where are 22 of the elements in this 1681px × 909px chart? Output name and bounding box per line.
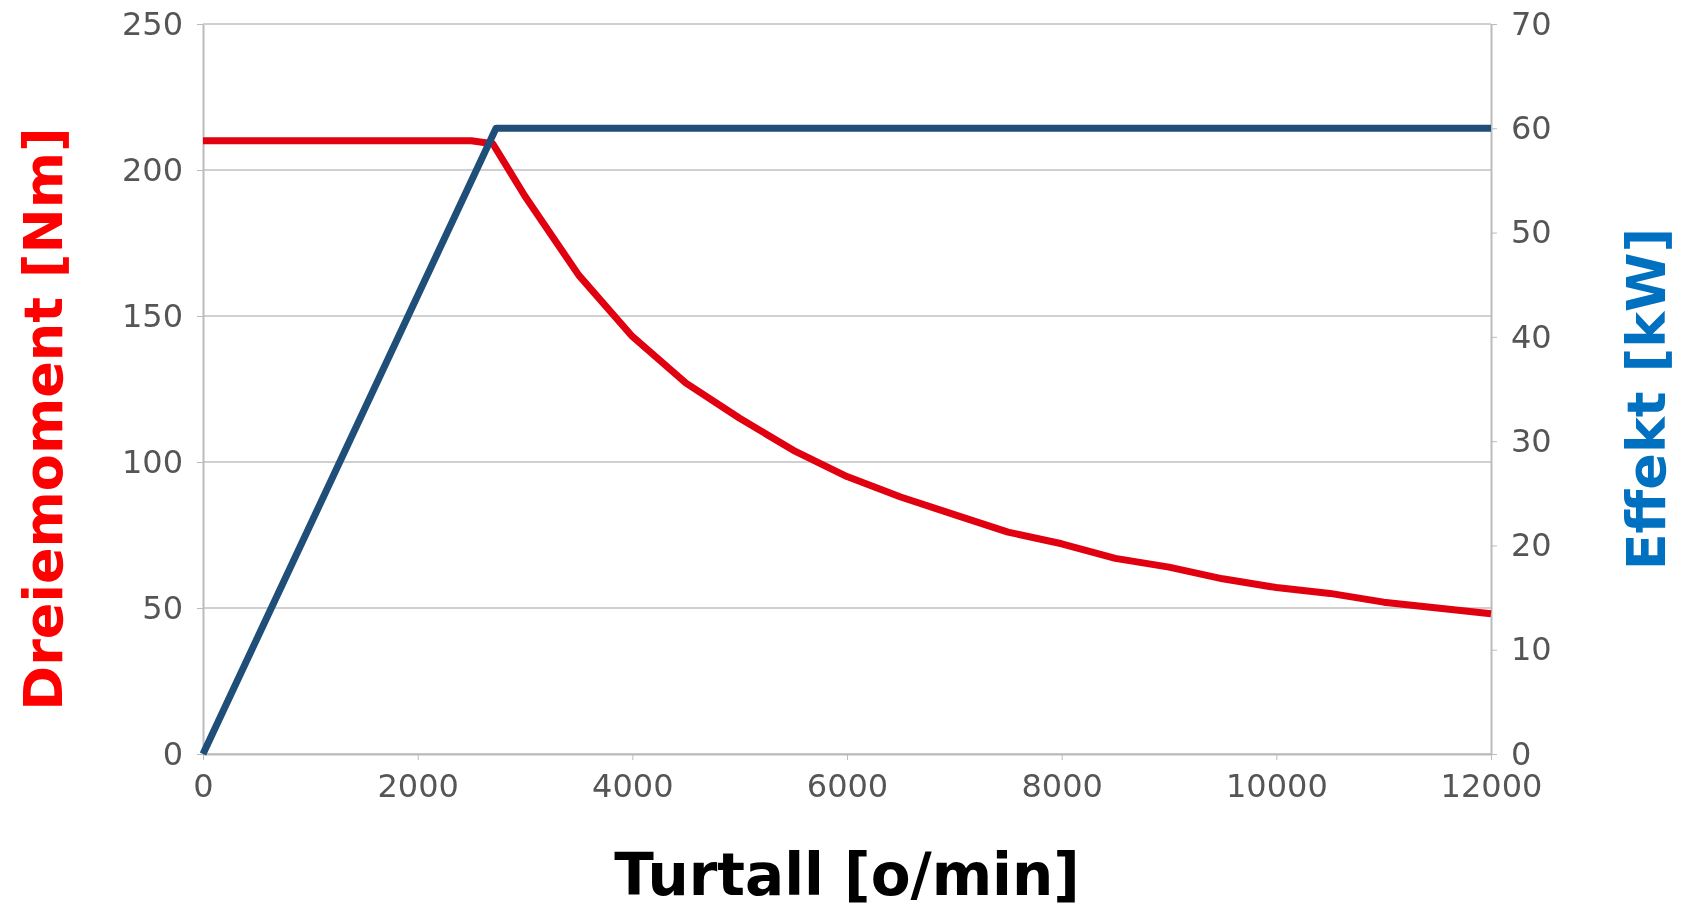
y2-axis-title: Effekt [kW] xyxy=(1615,227,1678,571)
y2-tick-label: 10 xyxy=(1511,630,1552,669)
y2-tick-label: 70 xyxy=(1511,4,1552,43)
x-axis-title: Turtall [o/min] xyxy=(614,841,1080,909)
y-tick-label: 250 xyxy=(121,4,183,43)
y2-tick-label: 50 xyxy=(1511,213,1552,252)
y-tick-label: 200 xyxy=(121,150,183,189)
y-tick-label: 50 xyxy=(142,588,183,627)
x-tick-label: 0 xyxy=(193,766,214,805)
x-tick-label: 2000 xyxy=(377,766,459,805)
x-tick-label: 10000 xyxy=(1225,766,1328,805)
y-tick-label: 0 xyxy=(162,734,183,773)
y-tick-label: 100 xyxy=(121,442,183,481)
y2-tick-label: 20 xyxy=(1511,526,1552,565)
x-tick-label: 6000 xyxy=(806,766,889,805)
x-tick-label: 8000 xyxy=(1021,766,1103,805)
y2-tick-label: 30 xyxy=(1511,421,1552,460)
y-tick-label: 150 xyxy=(121,296,183,335)
y2-tick-label: 60 xyxy=(1511,109,1552,148)
y2-tick-label: 40 xyxy=(1511,317,1552,356)
y-axis-title: Dreiemoment [Nm] xyxy=(12,127,75,711)
x-tick-label: 4000 xyxy=(592,766,674,805)
